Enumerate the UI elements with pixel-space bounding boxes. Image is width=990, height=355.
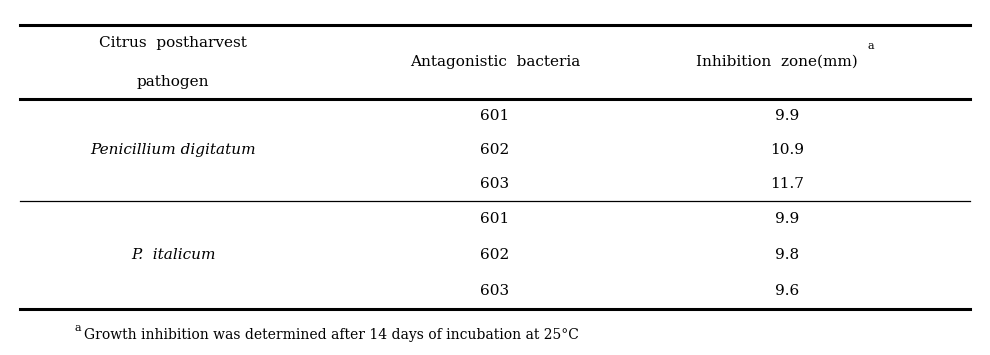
Text: Antagonistic  bacteria: Antagonistic bacteria [410,55,580,69]
Text: 602: 602 [480,248,510,262]
Text: Penicillium digitatum: Penicillium digitatum [90,143,256,157]
Text: 601: 601 [480,109,510,123]
Text: 9.9: 9.9 [775,109,799,123]
Text: 9.9: 9.9 [775,212,799,226]
Text: a: a [74,323,81,333]
Text: a: a [868,41,874,51]
Text: Inhibition  zone(mm): Inhibition zone(mm) [696,55,858,69]
Text: 603: 603 [480,177,510,191]
Text: 9.8: 9.8 [775,248,799,262]
Text: Citrus  postharvest: Citrus postharvest [99,36,248,50]
Text: pathogen: pathogen [137,75,210,89]
Text: 11.7: 11.7 [770,177,804,191]
Text: P.  italicum: P. italicum [131,248,216,262]
Text: Growth inhibition was determined after 14 days of incubation at 25°C: Growth inhibition was determined after 1… [84,328,579,343]
Text: 9.6: 9.6 [775,284,799,298]
Text: 603: 603 [480,284,510,298]
Text: 10.9: 10.9 [770,143,804,157]
Text: 601: 601 [480,212,510,226]
Text: 602: 602 [480,143,510,157]
